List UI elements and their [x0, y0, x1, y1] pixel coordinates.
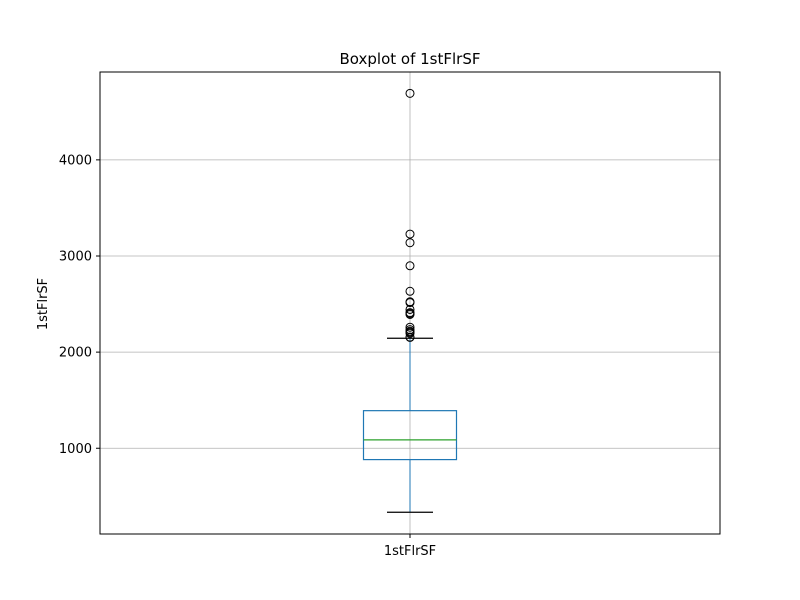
outlier-point [405, 238, 415, 248]
outlier-point [405, 304, 415, 314]
outlier-point [405, 309, 415, 319]
outlier-point [405, 322, 415, 332]
outlier-point [405, 328, 415, 338]
y-tick-label: 3000 [59, 249, 92, 264]
x-tick-label: 1stFlrSF [384, 544, 436, 559]
y-tick-label: 1000 [59, 442, 92, 457]
iqr-box [362, 410, 458, 461]
outlier-point [405, 298, 415, 308]
y-axis-label: 1stFlrSF [36, 278, 51, 330]
y-tick-label: 2000 [59, 346, 92, 361]
outlier-point [405, 88, 415, 98]
y-tick-label: 4000 [59, 153, 92, 168]
outlier-point [405, 286, 415, 296]
outlier-point [405, 332, 415, 342]
outlier-point [405, 229, 415, 239]
chart-title: Boxplot of 1stFlrSF [340, 50, 481, 68]
outlier-point [405, 261, 415, 271]
